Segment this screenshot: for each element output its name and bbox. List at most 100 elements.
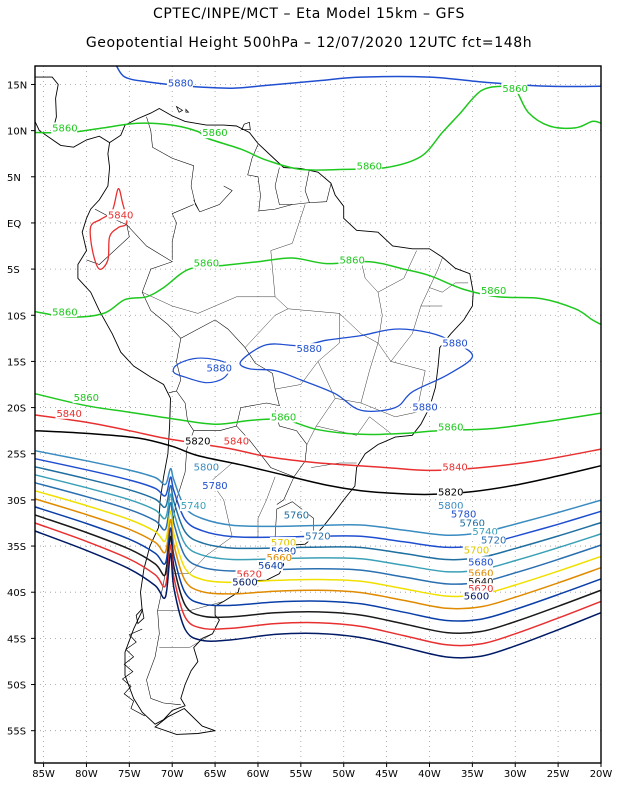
state-border: [159, 633, 213, 648]
contour-5860: [34, 392, 602, 436]
lon-tick-label: 70W: [161, 769, 184, 780]
contour-label-bg: [269, 537, 296, 549]
country-border: [247, 144, 332, 212]
lon-tick-label: 50W: [332, 769, 355, 780]
state-border: [306, 361, 336, 445]
contour-label: 5740: [472, 527, 497, 538]
contour-label-bg: [184, 435, 211, 447]
contour-label: 5720: [481, 535, 506, 546]
contour-label: 5880: [442, 339, 467, 350]
contour-label-bg: [467, 556, 494, 568]
country-border: [171, 204, 194, 260]
contour-label: 5600: [232, 578, 257, 589]
lat-tick-label: 55S: [7, 727, 26, 738]
lat-tick-label: 50S: [7, 681, 26, 692]
contour-5860: [34, 257, 602, 326]
contour-label-bg: [441, 461, 468, 473]
contour-label-bg: [166, 77, 193, 89]
lon-tick-label: 75W: [118, 769, 141, 780]
contour-label: 5620: [237, 569, 262, 580]
contour-label-bg: [235, 568, 262, 580]
contour-label: 5880: [297, 344, 322, 355]
contour-label-bg: [338, 254, 365, 266]
contour-label-bg: [192, 461, 219, 473]
lon-tick-label: 25W: [547, 769, 570, 780]
lat-tick-label: 15N: [7, 80, 27, 91]
contour-label: 5860: [52, 124, 77, 135]
contour-label-bg: [479, 285, 506, 297]
lat-tick-label: 10S: [7, 311, 26, 322]
lon-tick-label: 30W: [504, 769, 527, 780]
chiloe-island: [135, 607, 145, 625]
contour-label: 5860: [502, 84, 527, 95]
state-border: [390, 305, 443, 362]
contour-label-bg: [205, 362, 232, 374]
contour-label-bg: [437, 421, 464, 433]
contour-label-bg: [201, 127, 228, 139]
state-border: [244, 308, 289, 348]
contour-label-bg: [462, 590, 489, 602]
contour-label: 5860: [271, 413, 296, 424]
contour-label: 5760: [460, 519, 485, 530]
contour-label-bg: [437, 486, 464, 498]
contour-label: 5860: [202, 128, 227, 139]
contour-label: 5840: [56, 409, 81, 420]
lat-tick-label: 20S: [7, 404, 26, 415]
contour-label-bg: [192, 257, 219, 269]
lon-tick-label: 55W: [290, 769, 313, 780]
country-border: [304, 169, 310, 203]
lat-tick-label: 30S: [7, 496, 26, 507]
lat-tick-label: 40S: [7, 588, 26, 599]
contour-label-bg: [222, 435, 249, 447]
country-border: [146, 430, 194, 706]
contour-label-bg: [304, 530, 331, 542]
country-border: [126, 224, 182, 394]
contour-5680: [34, 498, 602, 610]
lat-tick-label: 45S: [7, 634, 26, 645]
contour-5880: [239, 328, 474, 412]
central-america-coastline: [34, 121, 110, 148]
contour-label-bg: [179, 500, 206, 512]
contour-label-bg: [295, 343, 322, 355]
country-border: [176, 390, 194, 431]
contour-label: 5660: [468, 569, 493, 580]
tierra-del-fuego-coastline: [154, 707, 216, 735]
lon-tick-label: 60W: [247, 769, 270, 780]
lon-tick-label: 45W: [375, 769, 398, 780]
contour-label-bg: [231, 576, 258, 588]
contour-label-bg: [467, 567, 494, 579]
contour-label: 5600: [464, 592, 489, 603]
caribbean-island: [241, 121, 251, 131]
contour-label: 5800: [194, 462, 219, 473]
lat-tick-label: 25S: [7, 450, 26, 461]
contour-5620: [34, 522, 602, 647]
contour-label: 5880: [168, 78, 193, 89]
contour-label: 5880: [412, 402, 437, 413]
contour-label-bg: [269, 411, 296, 423]
contour-label-bg: [201, 479, 228, 491]
state-border: [429, 257, 443, 288]
contour-label: 5820: [185, 437, 210, 448]
contour-label-bg: [355, 160, 382, 172]
latitude-ticks: 15N 10N 5N EQ 5S 10S 15S 20S 25S 30S 35S 40S 45S 50S 5…: [7, 80, 35, 738]
state-border: [142, 259, 383, 344]
contour-label-bg: [265, 551, 292, 563]
contour-label: 5740: [181, 501, 206, 512]
map-frame: [34, 65, 602, 764]
contour-label: 5780: [202, 481, 227, 492]
map-title-line-1: CPTEC/INPE/MCT – Eta Model 15km – GFS: [152, 6, 466, 22]
contour-label: 5860: [74, 393, 99, 404]
contour-label: 5860: [481, 286, 506, 297]
contour-label-bg: [441, 337, 468, 349]
contour-label: 5640: [468, 577, 493, 588]
lat-tick-label: 35S: [7, 542, 26, 553]
contour-5840: [34, 414, 602, 472]
longitude-ticks: 85W 80W 75W 70W 65W 60W 55W 50W 45W 40W 35W 30W 25W 2…: [32, 763, 612, 780]
contour-label-bg: [282, 509, 309, 521]
height-contours: [34, 65, 602, 659]
contour-5640: [34, 514, 602, 635]
contour-label: 5680: [468, 557, 493, 568]
contour-label-bg: [72, 392, 99, 404]
